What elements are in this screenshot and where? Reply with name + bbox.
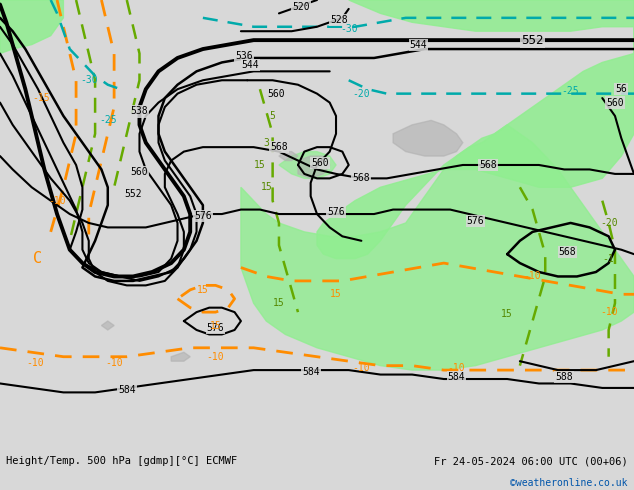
- Text: 568: 568: [479, 160, 497, 170]
- Text: -10: -10: [207, 352, 224, 362]
- Text: 576: 576: [327, 207, 345, 217]
- Text: -10: -10: [26, 358, 44, 368]
- Text: 15: 15: [254, 160, 266, 170]
- Polygon shape: [0, 0, 63, 53]
- Text: -20: -20: [353, 89, 370, 98]
- Text: 15: 15: [197, 285, 209, 295]
- Text: 5: 5: [269, 111, 276, 121]
- Text: -10: -10: [105, 358, 123, 368]
- Text: -30: -30: [340, 24, 358, 34]
- Polygon shape: [279, 151, 336, 178]
- Text: 576: 576: [467, 216, 484, 226]
- Text: C: C: [34, 251, 42, 266]
- Text: 528: 528: [330, 15, 348, 25]
- Polygon shape: [279, 151, 298, 161]
- Text: -10: -10: [48, 196, 66, 206]
- Text: 560: 560: [131, 167, 148, 177]
- Text: -25: -25: [99, 115, 117, 125]
- Text: 568: 568: [559, 247, 576, 257]
- Polygon shape: [317, 0, 634, 259]
- Text: 56: 56: [616, 84, 627, 94]
- Text: 560: 560: [267, 89, 285, 98]
- Text: ©weatheronline.co.uk: ©weatheronline.co.uk: [510, 478, 628, 489]
- Text: 552: 552: [521, 34, 544, 47]
- Text: 520: 520: [292, 1, 310, 12]
- Text: 568: 568: [353, 173, 370, 183]
- Text: 584: 584: [118, 385, 136, 395]
- Text: -30: -30: [80, 75, 98, 85]
- Text: 15: 15: [210, 320, 221, 331]
- Text: 544: 544: [410, 40, 427, 49]
- Text: -1: -1: [603, 254, 614, 264]
- Text: 3: 3: [263, 138, 269, 147]
- Polygon shape: [171, 352, 190, 361]
- Polygon shape: [393, 121, 463, 156]
- Text: -15: -15: [32, 93, 50, 103]
- Text: 568: 568: [270, 142, 288, 152]
- Polygon shape: [241, 125, 634, 370]
- Text: -10: -10: [600, 307, 618, 317]
- Text: Height/Temp. 500 hPa [gdmp][°C] ECMWF: Height/Temp. 500 hPa [gdmp][°C] ECMWF: [6, 456, 238, 466]
- Text: 584: 584: [302, 368, 320, 377]
- Text: 588: 588: [555, 372, 573, 382]
- Polygon shape: [298, 156, 330, 178]
- Text: 15: 15: [330, 289, 342, 299]
- Text: 15: 15: [273, 298, 285, 308]
- Text: 544: 544: [242, 60, 259, 70]
- Text: 536: 536: [235, 51, 253, 61]
- Text: -10: -10: [353, 363, 370, 373]
- Text: -10: -10: [524, 271, 541, 281]
- Polygon shape: [101, 321, 114, 330]
- Text: 15: 15: [261, 182, 272, 192]
- Text: -10: -10: [448, 363, 465, 373]
- Text: 552: 552: [124, 189, 142, 199]
- Text: -25: -25: [562, 86, 579, 97]
- Text: 576: 576: [207, 323, 224, 333]
- Text: 576: 576: [194, 211, 212, 221]
- Text: 584: 584: [448, 372, 465, 382]
- Text: 538: 538: [131, 106, 148, 117]
- Text: -20: -20: [600, 218, 618, 228]
- Text: Fr 24-05-2024 06:00 UTC (00+06): Fr 24-05-2024 06:00 UTC (00+06): [434, 456, 628, 466]
- Text: 15: 15: [501, 309, 513, 319]
- Text: 560: 560: [311, 158, 329, 168]
- Text: 560: 560: [606, 98, 624, 108]
